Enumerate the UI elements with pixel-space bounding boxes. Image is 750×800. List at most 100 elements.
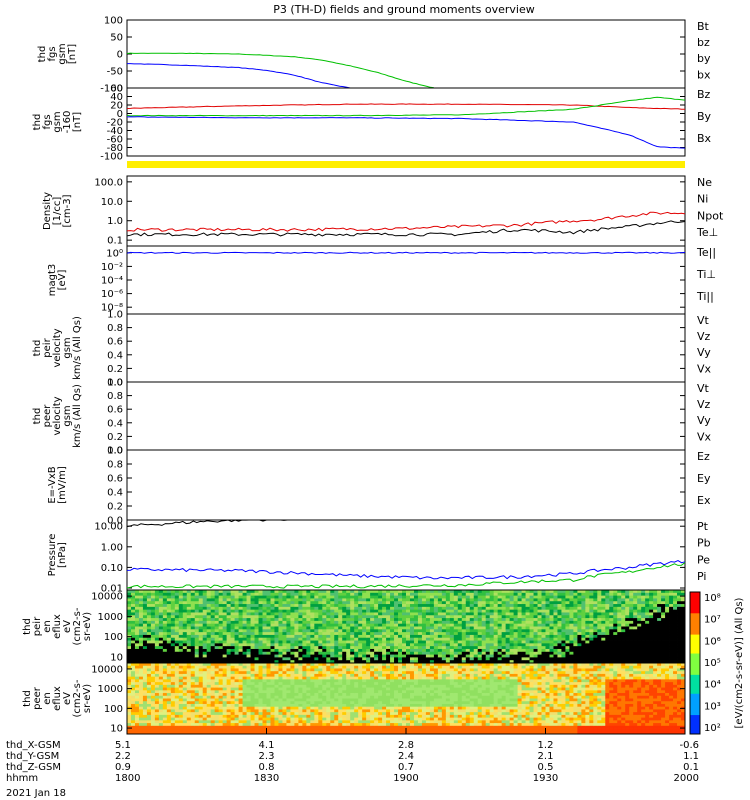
- spectrogram-cell: [521, 590, 526, 594]
- spectrogram-cell: [154, 637, 160, 641]
- spectrogram-cell: [294, 643, 299, 647]
- spectrogram-cell: [334, 618, 339, 622]
- spectrogram-cell: [202, 682, 208, 686]
- spectrogram-cell: [222, 643, 228, 647]
- spectrogram-cell: [429, 606, 435, 611]
- spectrogram-cell: [553, 592, 558, 597]
- spectrogram-cell: [362, 629, 367, 633]
- spectrogram-cell: [481, 637, 487, 641]
- spectrogram-cell: [154, 648, 160, 653]
- spectrogram-cell: [178, 684, 184, 688]
- panel-frame: [126, 87, 686, 157]
- spectrogram-cell: [453, 651, 459, 655]
- spectrogram-cell: [621, 660, 626, 664]
- spectrogram-cell: [198, 665, 204, 669]
- spectrogram-cell: [206, 690, 212, 694]
- spectrogram-cell: [362, 646, 367, 650]
- spectrogram-cell: [358, 612, 363, 616]
- y-tick-label: 1.0: [107, 216, 123, 227]
- spectrogram-cell: [649, 606, 654, 611]
- spectrogram-cell: [130, 623, 136, 627]
- spectrogram-cell: [294, 712, 299, 716]
- spectrogram-cell: [194, 654, 200, 658]
- spectrogram-cell: [166, 634, 172, 639]
- spectrogram-cell: [445, 648, 451, 653]
- spectrogram-cell: [421, 615, 427, 619]
- spectrogram-cell: [565, 632, 570, 636]
- spectrogram-cell: [226, 690, 232, 694]
- spectrogram-cell: [278, 640, 283, 644]
- spectrogram-cell: [210, 626, 216, 630]
- spectrogram-cell: [649, 604, 654, 608]
- spectrogram-cell: [222, 728, 228, 732]
- spectrogram-cell: [553, 623, 558, 627]
- spectrogram-cell: [429, 620, 435, 625]
- spectrogram-cell: [270, 615, 275, 619]
- spectrogram-cell: [597, 601, 602, 605]
- spectrogram-cell: [250, 626, 255, 630]
- spectrogram-cell: [370, 606, 375, 611]
- spectrogram-cell: [485, 646, 491, 650]
- spectrogram-cell: [314, 646, 319, 650]
- spectrogram-cell: [250, 687, 255, 691]
- spectrogram-cell: [282, 723, 287, 727]
- spectrogram-cell: [409, 604, 415, 608]
- spectrogram-cell: [234, 682, 239, 686]
- spectrogram-cell: [477, 618, 483, 622]
- spectrogram-cell: [282, 712, 287, 716]
- spectrogram-cell: [182, 643, 188, 647]
- spectrogram-cell: [242, 679, 247, 683]
- spectrogram-cell: [509, 615, 515, 619]
- spectrogram-cell: [142, 701, 148, 705]
- spectrogram-cell: [250, 725, 255, 729]
- spectrogram-cell: [338, 660, 343, 664]
- spectrogram-cell: [577, 592, 582, 597]
- spectrogram-cell: [354, 590, 359, 594]
- spectrogram-cell: [146, 731, 152, 735]
- y-axis-label: [eV]: [57, 270, 68, 291]
- spectrogram-cell: [174, 590, 180, 594]
- spectrogram-cell: [673, 626, 678, 630]
- spectrogram-cell: [278, 632, 283, 636]
- spectrogram-cell: [290, 609, 295, 613]
- spectrogram-cell: [346, 629, 351, 633]
- spectrogram-cell: [298, 620, 303, 625]
- spectrogram-cell: [326, 623, 331, 627]
- spectrogram-cell: [641, 651, 646, 655]
- spectrogram-cell: [222, 701, 228, 705]
- spectrogram-cell: [322, 632, 327, 636]
- spectrogram-cell: [382, 615, 387, 619]
- spectrogram-cell: [473, 615, 479, 619]
- spectrogram-cell: [194, 684, 200, 688]
- spectrogram-cell: [549, 623, 554, 627]
- spectrogram-cell: [513, 606, 518, 611]
- spectrogram-cell: [673, 595, 678, 599]
- spectrogram-cell: [150, 717, 156, 721]
- spectrogram-cell: [342, 623, 347, 627]
- spectrogram-cell: [158, 709, 164, 713]
- spectrogram-cell: [533, 637, 538, 641]
- spectrogram-cell: [266, 673, 271, 678]
- spectrogram-cell: [226, 590, 232, 594]
- spectrogram-cell: [230, 590, 236, 594]
- spectrogram-cell: [138, 723, 144, 727]
- spectrogram-cell: [174, 663, 180, 667]
- spectrogram-cell: [286, 725, 291, 729]
- spectrogram-cell: [254, 690, 259, 694]
- spectrogram-cell: [577, 660, 582, 664]
- spectrogram-cell: [641, 643, 646, 647]
- spectrogram-cell: [322, 604, 327, 608]
- spectrogram-cell: [202, 626, 208, 630]
- spectrogram-cell: [166, 695, 172, 699]
- spectrogram-cell: [170, 601, 176, 605]
- spectrogram-cell: [238, 648, 243, 653]
- spectrogram-cell: [258, 714, 263, 719]
- spectrogram-cell: [441, 629, 447, 633]
- spectrogram-cell: [182, 601, 188, 605]
- spectrogram-cell: [254, 620, 259, 625]
- spectrogram-cell: [669, 609, 674, 613]
- y-tick-label: 0.10: [101, 563, 123, 574]
- spectrogram-cell: [593, 601, 598, 605]
- spectrogram-cell: [413, 660, 419, 664]
- y-axis-label: gsm: [52, 111, 63, 132]
